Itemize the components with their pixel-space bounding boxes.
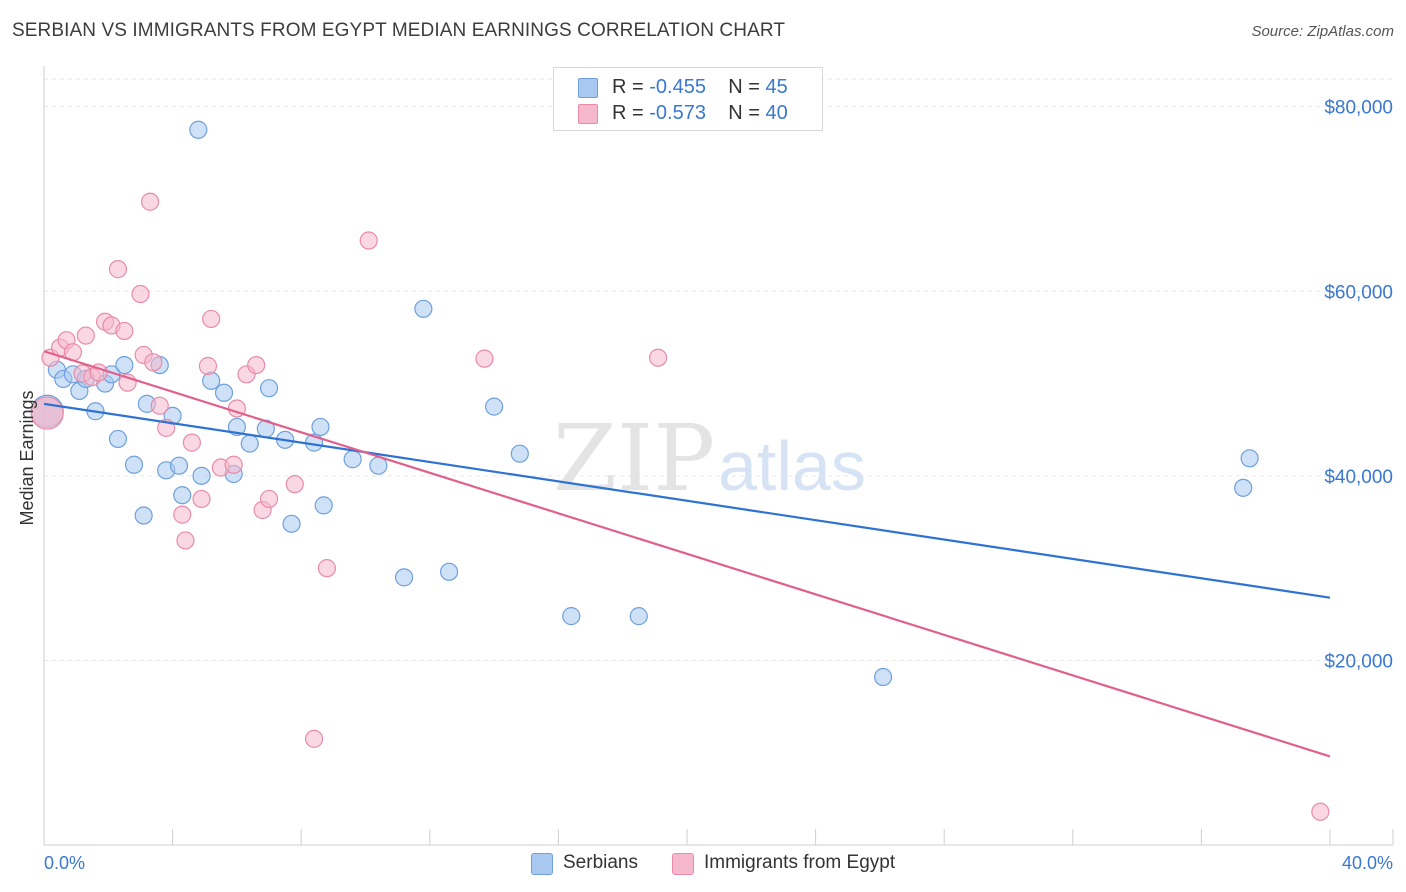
watermark-zip: ZIP bbox=[553, 405, 715, 512]
legend-r-label: R = bbox=[612, 102, 644, 124]
legend-swatch-egypt bbox=[578, 104, 598, 124]
point-egypt bbox=[131, 284, 150, 304]
point-egypt bbox=[140, 192, 160, 211]
y-tick-label: $20,000 bbox=[1324, 651, 1393, 672]
point-egypt bbox=[285, 475, 304, 494]
point-egypt bbox=[202, 309, 221, 329]
watermark: ZIP atlas bbox=[553, 405, 866, 512]
point-egypt bbox=[648, 348, 668, 367]
series-points bbox=[30, 120, 1330, 821]
point-serbians bbox=[629, 607, 648, 626]
source-credit: Source: ZipAtlas.com bbox=[1251, 23, 1394, 40]
point-serbians bbox=[510, 444, 529, 463]
point-serbians bbox=[134, 506, 153, 525]
legend-n-value: 40 bbox=[765, 102, 788, 124]
point-serbians bbox=[311, 417, 330, 437]
point-serbians bbox=[214, 383, 234, 402]
point-serbians bbox=[259, 379, 279, 398]
stats-legend: R = -0.455 N = 45 R = -0.573 N = 40 bbox=[553, 67, 823, 131]
point-egypt bbox=[176, 531, 195, 550]
point-serbians bbox=[173, 486, 192, 505]
point-egypt bbox=[475, 349, 494, 368]
point-serbians bbox=[115, 355, 134, 375]
point-egypt bbox=[304, 729, 324, 748]
chart-title: SERBIAN VS IMMIGRANTS FROM EGYPT MEDIAN … bbox=[12, 20, 786, 41]
point-egypt bbox=[182, 433, 201, 452]
point-egypt bbox=[150, 396, 169, 415]
point-serbians bbox=[1234, 478, 1253, 497]
point-serbians bbox=[394, 568, 414, 587]
point-serbians bbox=[874, 667, 893, 687]
point-egypt bbox=[317, 559, 337, 578]
point-serbians bbox=[282, 514, 301, 533]
point-serbians bbox=[314, 496, 333, 515]
point-serbians bbox=[124, 455, 144, 474]
point-serbians bbox=[202, 371, 221, 390]
legend-swatch-serbians bbox=[531, 853, 553, 875]
y-tick-label: $80,000 bbox=[1324, 98, 1393, 119]
point-egypt bbox=[144, 353, 163, 372]
legend-label-serbians: Serbians bbox=[563, 852, 638, 873]
point-egypt bbox=[76, 326, 95, 345]
point-serbians bbox=[169, 456, 189, 475]
legend-r-label: R = bbox=[612, 76, 644, 98]
point-egypt bbox=[1311, 802, 1330, 821]
legend-r-value: -0.573 bbox=[649, 102, 706, 124]
point-serbians bbox=[240, 434, 259, 453]
legend-swatch-egypt bbox=[672, 853, 694, 875]
point-egypt bbox=[115, 321, 134, 341]
y-axis-label: Median Earnings bbox=[17, 390, 37, 525]
point-egypt bbox=[192, 489, 211, 509]
point-egypt bbox=[173, 505, 192, 524]
legend-r-value: -0.455 bbox=[649, 76, 706, 98]
legend-swatch-serbians bbox=[578, 78, 598, 98]
x-tick-labels: 0.0% 40.0% bbox=[44, 853, 1393, 873]
point-egypt bbox=[359, 231, 378, 250]
legend-n-label: N = bbox=[728, 76, 760, 98]
y-tick-labels: $20,000 $40,000 $60,000 $80,000 bbox=[1324, 98, 1393, 673]
point-egypt bbox=[224, 455, 243, 474]
point-egypt bbox=[247, 355, 266, 375]
point-serbians bbox=[343, 450, 362, 469]
x-tick-label-end: 40.0% bbox=[1342, 853, 1393, 873]
y-tick-label: $40,000 bbox=[1324, 467, 1393, 488]
point-serbians bbox=[1240, 449, 1259, 468]
point-serbians bbox=[562, 607, 581, 626]
point-serbians bbox=[439, 562, 459, 581]
point-egypt bbox=[108, 260, 128, 279]
point-serbians bbox=[485, 397, 504, 416]
point-egypt bbox=[259, 489, 279, 509]
x-tick-label-start: 0.0% bbox=[44, 853, 85, 873]
y-tick-label: $60,000 bbox=[1324, 282, 1393, 303]
trend-lines bbox=[43, 350, 1331, 758]
point-serbians bbox=[108, 429, 128, 449]
legend-n-label: N = bbox=[728, 102, 760, 124]
axes bbox=[43, 66, 1394, 846]
legend-label-egypt: Immigrants from Egypt bbox=[704, 852, 896, 873]
trend-line-serbians bbox=[43, 402, 1331, 599]
point-serbians bbox=[414, 299, 433, 318]
watermark-atlas: atlas bbox=[718, 427, 866, 505]
point-serbians bbox=[189, 120, 208, 139]
legend-n-value: 45 bbox=[765, 76, 788, 98]
point-serbians bbox=[192, 466, 211, 485]
point-egypt bbox=[198, 356, 218, 376]
point-serbians bbox=[369, 456, 388, 475]
trend-line-egypt bbox=[43, 350, 1331, 758]
